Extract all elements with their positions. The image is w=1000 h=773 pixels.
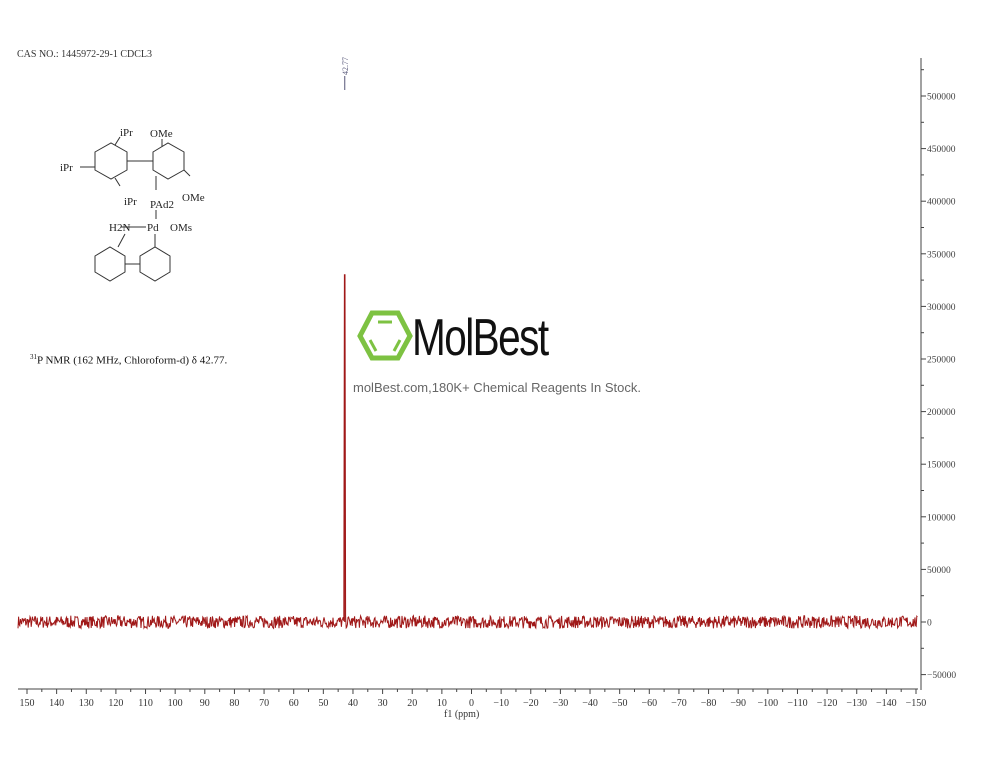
label-ome-bottom: OMe [182,192,205,204]
x-tick-label: −10 [493,698,509,709]
caption-text: P NMR (162 MHz, Chloroform-d) δ 42.77. [37,354,228,367]
y-tick-label: 150000 [927,461,956,471]
x-tick-label: −150 [906,698,927,709]
x-tick-label: −110 [787,698,807,709]
ring-biphenyl-right [139,246,171,282]
y-tick-label: 100000 [927,513,956,523]
x-tick-label: −90 [730,698,746,709]
ring-biphenyl-left [94,246,126,282]
label-pd: Pd [147,222,159,234]
y-tick-label: 400000 [927,198,956,208]
x-tick-label: 50 [318,698,328,709]
y-tick-label: 450000 [927,145,956,155]
x-tick-label: 90 [200,698,210,709]
x-tick-label: −130 [846,698,867,709]
y-tick-label: 0 [927,619,932,629]
x-tick-label: 70 [259,698,269,709]
chemical-structure [80,136,191,282]
x-tick-label: −80 [701,698,717,709]
x-tick-label: −50 [612,698,628,709]
peak-label: 42.77 [341,57,350,75]
spectrum-trace [17,274,918,630]
y-tick-label: 200000 [927,408,956,418]
nucleus-superscript: 31 [30,353,37,361]
x-tick-label: 80 [229,698,239,709]
cas-number: CAS NO.: 1445972-29-1 CDCL3 [17,49,153,60]
y-tick-label: 500000 [927,93,956,103]
x-tick-label: −60 [641,698,657,709]
label-h2n: H2N [109,222,130,234]
x-tick-label: −100 [758,698,779,709]
watermark-tagline: molBest.com,180K+ Chemical Reagents In S… [353,380,641,395]
label-ipr-left: iPr [60,162,73,174]
x-tick-label: 100 [168,698,183,709]
label-ipr-bottom: iPr [124,196,137,208]
x-tick-label: −140 [876,698,897,709]
y-tick-label: 250000 [927,356,956,366]
x-tick-label: −20 [523,698,539,709]
y-tick-label: −50000 [927,671,956,681]
x-axis-label: f1 (ppm) [444,709,480,720]
spectrum [17,274,918,630]
x-tick-label: 0 [469,698,474,709]
x-tick-label: −30 [553,698,569,709]
x-tick-label: 30 [378,698,388,709]
x-tick-label: 130 [79,698,94,709]
nmr-caption: 31P NMR (162 MHz, Chloroform-d) δ 42.77. [30,353,227,367]
molbest-logo-icon [357,310,413,361]
x-tick-label: 10 [437,698,447,709]
label-ipr-top: iPr [120,127,133,139]
label-pad2: PAd2 [150,199,174,211]
ring-triisopropylphenyl [94,142,128,180]
x-tick-label: 140 [49,698,64,709]
x-tick-label: −40 [582,698,598,709]
x-tick-label: 40 [348,698,358,709]
y-tick-label: 300000 [927,303,956,313]
x-tick-label: 120 [108,698,123,709]
x-tick-label: 60 [289,698,299,709]
y-tick-label: 50000 [927,566,951,576]
label-ome-top: OMe [150,128,173,140]
y-tick-label: 350000 [927,250,956,260]
x-tick-label: 110 [138,698,153,709]
watermark-name: MolBest [412,309,549,367]
label-oms: OMs [170,222,192,234]
structure-labels: iPr iPr iPr OMe OMe PAd2 H2N Pd OMs [60,127,205,234]
axes: 150 140 130 120 110 100 90 80 70 60 50 40 30 20 10 0 −10… [18,57,956,709]
ring-dimethoxyphenyl [152,142,185,180]
x-tick-label: 20 [407,698,417,709]
x-tick-label: 150 [20,698,35,709]
x-tick-label: −70 [671,698,687,709]
x-tick-label: −120 [817,698,838,709]
